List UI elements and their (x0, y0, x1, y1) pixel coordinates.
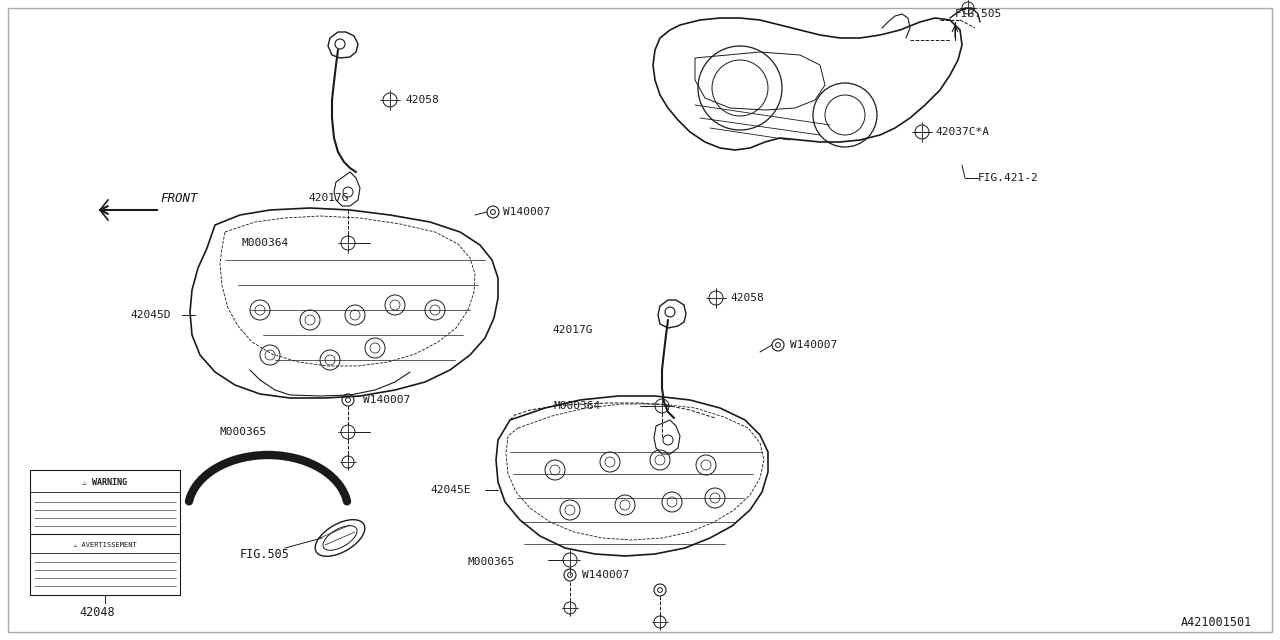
Text: ⚠ AVERTISSEMENT: ⚠ AVERTISSEMENT (73, 542, 137, 548)
Bar (29, 470, 180, 595)
Text: FIG.505: FIG.505 (955, 9, 1002, 19)
Text: 42037C*A: 42037C*A (934, 127, 989, 137)
Text: M000364: M000364 (242, 238, 289, 248)
Text: W140007: W140007 (790, 340, 837, 350)
Text: M000364: M000364 (553, 401, 600, 411)
Text: A421001501: A421001501 (1180, 616, 1252, 628)
Text: 42017G: 42017G (308, 193, 348, 203)
Text: ⚠ WARNING: ⚠ WARNING (82, 477, 128, 486)
Text: 42048: 42048 (79, 607, 115, 620)
Text: 42058: 42058 (404, 95, 439, 105)
Text: W140007: W140007 (364, 395, 411, 405)
Text: M000365: M000365 (220, 427, 268, 437)
Text: 42017G: 42017G (552, 325, 593, 335)
Text: W140007: W140007 (503, 207, 550, 217)
Text: 42045D: 42045D (131, 310, 170, 320)
Text: W140007: W140007 (582, 570, 630, 580)
Text: 42045E: 42045E (430, 485, 471, 495)
Text: 42058: 42058 (730, 293, 764, 303)
Text: FRONT: FRONT (160, 192, 197, 205)
Text: M000365: M000365 (468, 557, 516, 567)
Text: FIG.505: FIG.505 (241, 548, 289, 561)
Text: FIG.421-2: FIG.421-2 (978, 173, 1039, 183)
